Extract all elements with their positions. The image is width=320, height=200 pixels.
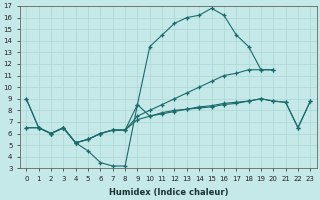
X-axis label: Humidex (Indice chaleur): Humidex (Indice chaleur) bbox=[108, 188, 228, 197]
